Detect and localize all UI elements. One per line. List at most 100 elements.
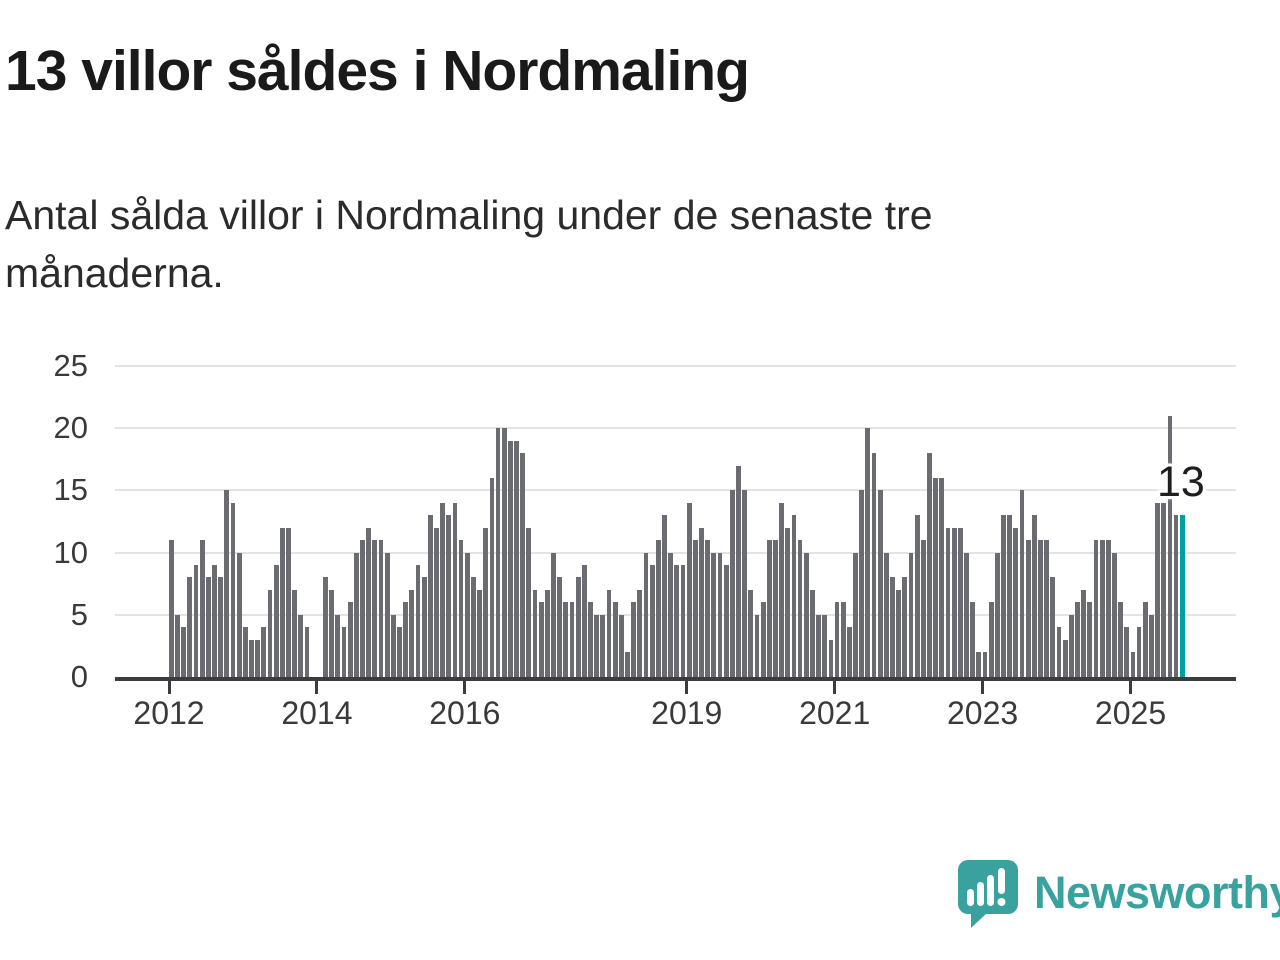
bar [353,552,359,677]
bar [427,515,433,677]
bar [273,565,279,677]
bar [803,552,809,677]
gridline-15 [115,489,1236,492]
bar [1112,552,1117,677]
last-value-annotation: 13 [1157,458,1205,506]
bar [446,515,452,677]
bar [976,652,982,677]
x-tick-label-2021: 2021 [799,695,871,731]
page-subtitle: Antal sålda villor i Nordmaling under de… [5,192,933,297]
bar [588,602,593,677]
bar [489,477,495,677]
bar [871,453,877,677]
bar [742,490,747,677]
bar [957,527,963,677]
bar [1155,502,1160,677]
bar [945,527,951,677]
bar [1161,502,1167,677]
bar [606,589,612,677]
bar [495,428,501,677]
bar [187,577,193,677]
bar [1056,627,1062,677]
bar [1050,577,1056,677]
x-axis-line [115,677,1236,681]
bar [1075,602,1080,677]
x-tick-2016 [463,681,467,694]
bar [951,527,957,677]
bar [594,614,600,677]
bar [1093,540,1099,677]
bar [853,552,858,677]
bar [471,577,476,677]
bar [686,502,692,677]
bar [458,540,464,677]
bar [1130,652,1136,677]
bar [994,552,1000,677]
bar [846,627,852,677]
bar [797,540,803,677]
bar [464,552,470,677]
bar [625,652,630,677]
x-tick-2014 [315,681,319,694]
bar [366,527,372,677]
bar [372,540,378,677]
bar [1087,602,1093,677]
bar [175,614,180,677]
bar [1081,589,1086,677]
bar [249,639,254,677]
bar [304,627,310,677]
bar [883,552,889,677]
bar [643,552,649,677]
bar [1118,602,1123,677]
bar [1025,540,1031,677]
bar [397,627,402,677]
bar [637,589,643,677]
bar [779,502,784,677]
bar [1038,540,1043,677]
bar [612,602,618,677]
bar [286,527,291,677]
bar [674,565,680,677]
bar [865,428,871,677]
bar [1019,490,1025,677]
y-tick-label-5: 5 [70,596,88,632]
bar [933,477,939,677]
bar [181,627,187,677]
bar [939,477,945,677]
bar [773,540,778,677]
y-tick-label-20: 20 [53,410,88,446]
x-tick-label-2023: 2023 [947,695,1019,731]
bar [810,589,815,677]
bar [199,540,205,677]
newsworthy-wordmark: Newsworthy [1034,867,1280,918]
bar [335,614,341,677]
bar [1068,614,1074,677]
bar [236,552,242,677]
bar [668,552,674,677]
bar [218,577,224,677]
bar [791,515,797,677]
bar [581,565,587,677]
bar [1105,540,1111,677]
bar [329,589,335,677]
bar [828,639,834,677]
bar [261,627,267,677]
bar [378,540,384,677]
bar [242,627,248,677]
bar [514,440,519,677]
bar [723,565,729,677]
bar [193,565,199,677]
x-tick-label-2025: 2025 [1094,695,1167,731]
x-tick-label-2016: 2016 [429,695,501,731]
bar [501,428,507,677]
bar [169,540,174,677]
bar [877,490,883,677]
bar [563,602,569,677]
gridline-25 [115,365,1236,367]
bar [557,577,563,677]
bar [292,589,298,677]
bar [822,614,828,677]
bar [927,453,932,677]
gridline-20 [115,427,1236,430]
bar [649,565,655,677]
